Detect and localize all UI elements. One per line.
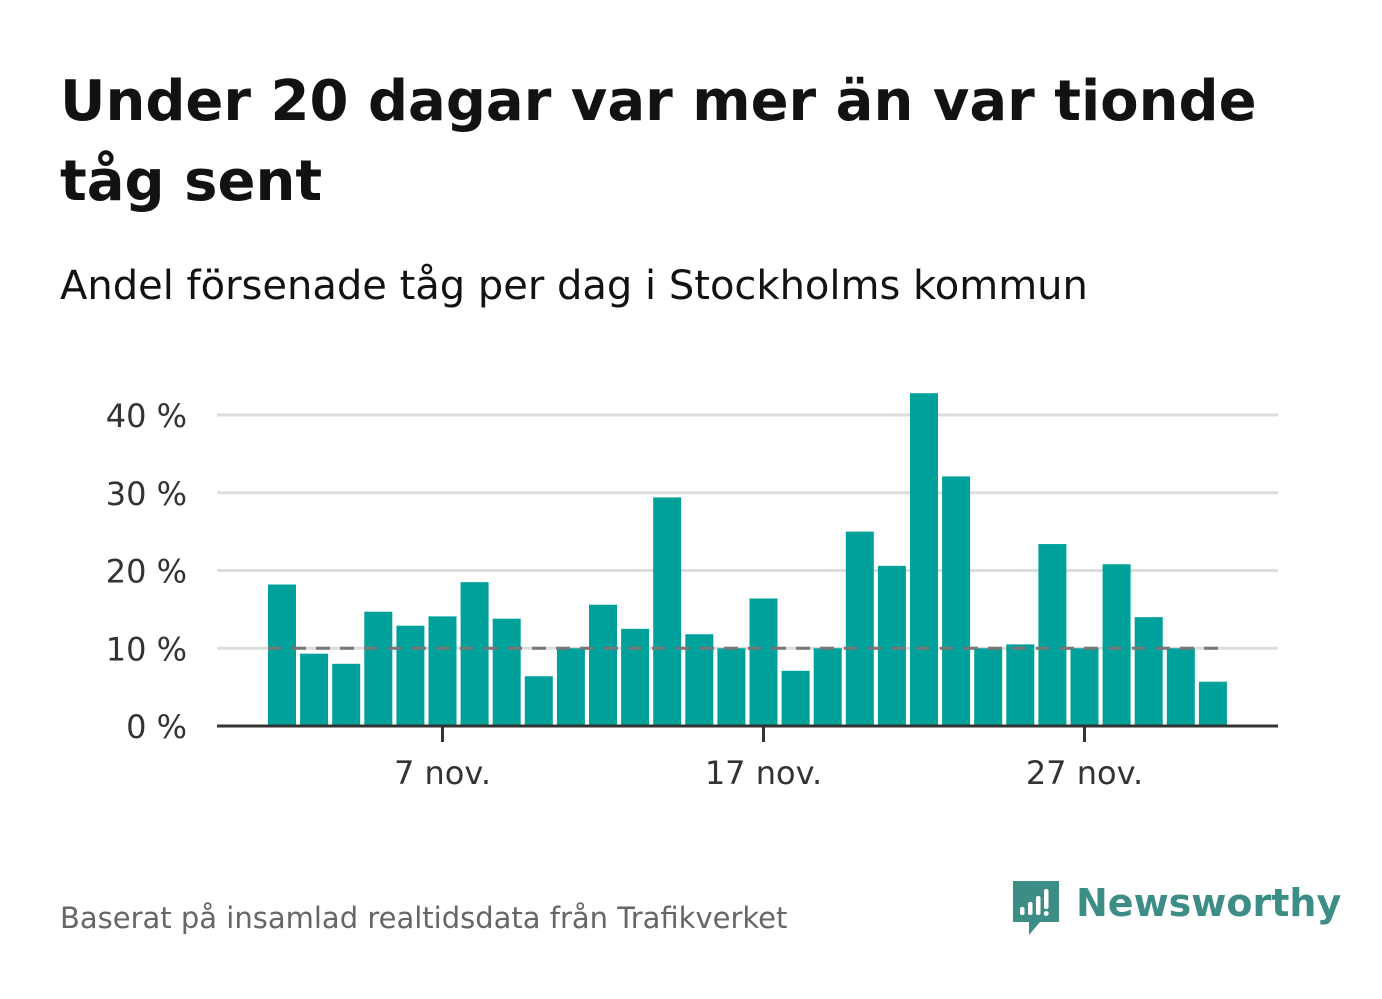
bar bbox=[942, 476, 971, 726]
bar bbox=[1198, 681, 1227, 726]
x-tick-label: 17 nov. bbox=[705, 754, 822, 792]
bar bbox=[364, 611, 393, 726]
bar bbox=[910, 393, 938, 726]
bar bbox=[556, 648, 585, 726]
bar bbox=[396, 625, 425, 726]
bar bbox=[1070, 648, 1099, 726]
bars bbox=[268, 393, 1227, 726]
bar bbox=[845, 531, 874, 726]
bar bbox=[1006, 644, 1035, 726]
bar bbox=[781, 670, 810, 726]
x-axis-ticks: 7 nov. 17 nov. 27 nov. bbox=[394, 726, 1143, 792]
y-tick-label: 0 % bbox=[126, 708, 187, 746]
x-tick-label: 27 nov. bbox=[1026, 754, 1143, 792]
bar bbox=[621, 628, 650, 726]
y-tick-label: 10 % bbox=[106, 630, 187, 668]
bar bbox=[877, 565, 906, 726]
chart-title: Under 20 dagar var mer än var tionde tåg… bbox=[60, 69, 1257, 214]
y-tick-label: 20 % bbox=[106, 553, 187, 591]
bar bbox=[492, 618, 521, 726]
y-tick-label: 40 % bbox=[106, 397, 187, 435]
y-tick-label: 30 % bbox=[106, 475, 187, 513]
bar bbox=[332, 663, 361, 726]
bar bbox=[974, 648, 1003, 726]
bar bbox=[1102, 564, 1131, 726]
chart-subtitle: Andel försenade tåg per dag i Stockholms… bbox=[60, 263, 1088, 309]
newsworthy-logo-icon bbox=[1013, 881, 1059, 935]
y-axis-tick-labels: 0 % 10 % 20 % 30 % 40 % bbox=[106, 397, 187, 746]
bar bbox=[717, 648, 746, 726]
x-tick-label: 7 nov. bbox=[394, 754, 491, 792]
brand-name: Newsworthy bbox=[1076, 881, 1342, 925]
brand-logo: Newsworthy bbox=[1010, 878, 1341, 942]
bar bbox=[1134, 617, 1163, 726]
source-note: Baserat på insamlad realtidsdata från Tr… bbox=[60, 901, 788, 935]
bar bbox=[1038, 544, 1067, 726]
bar bbox=[749, 598, 778, 726]
bar bbox=[1166, 648, 1195, 726]
bar bbox=[589, 604, 617, 726]
bar bbox=[268, 584, 296, 726]
bar bbox=[460, 582, 489, 726]
bar bbox=[813, 648, 842, 726]
bar bbox=[428, 616, 457, 726]
bar bbox=[524, 676, 553, 726]
bar bbox=[653, 497, 682, 726]
bar bbox=[300, 653, 329, 726]
